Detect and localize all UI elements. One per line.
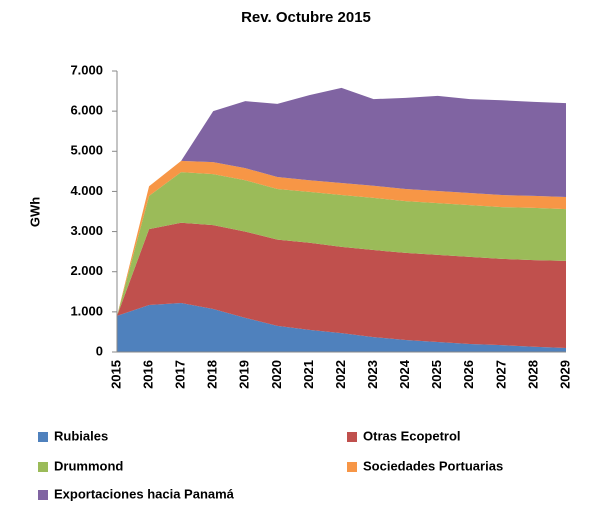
legend-swatch <box>347 462 357 472</box>
x-tick-label: 2016 <box>141 360 156 389</box>
legend-swatch <box>38 462 48 472</box>
x-tick-label: 2021 <box>301 360 316 389</box>
legend-label: Otras Ecopetrol <box>363 428 461 443</box>
legend-label: Rubiales <box>54 428 108 443</box>
y-tick-label: 0 <box>96 343 103 358</box>
y-tick-label: 5.000 <box>70 143 103 158</box>
x-tick-label: 2024 <box>397 359 412 389</box>
area <box>117 87 566 316</box>
x-tick-label: 2020 <box>269 360 284 389</box>
y-tick-label: 1.000 <box>70 303 103 318</box>
x-tick-label: 2026 <box>461 360 476 389</box>
y-axis-label: GWh <box>27 197 42 227</box>
x-tick-label: 2023 <box>365 360 380 389</box>
x-tick-label: 2029 <box>557 360 572 389</box>
area <box>117 160 566 316</box>
area <box>117 172 566 316</box>
legend-swatch <box>347 432 357 442</box>
x-tick-label: 2027 <box>493 360 508 389</box>
y-tick-label: 6.000 <box>70 103 103 118</box>
x-tick-label: 2028 <box>525 360 540 389</box>
x-tick-label: 2025 <box>429 360 444 389</box>
x-tick-label: 2018 <box>205 360 220 389</box>
legend-label: Exportaciones hacia Panamá <box>54 486 235 501</box>
x-tick-label: 2019 <box>237 360 252 389</box>
x-tick-label: 2015 <box>108 360 123 389</box>
x-tick-label: 2017 <box>173 360 188 389</box>
y-tick-label: 3.000 <box>70 223 103 238</box>
y-tick-label: 7.000 <box>70 62 103 77</box>
x-tick-label: 2022 <box>333 360 348 389</box>
area <box>117 303 566 352</box>
legend-label: Drummond <box>54 458 123 473</box>
y-tick-label: 2.000 <box>70 263 103 278</box>
area <box>117 222 566 348</box>
chart-title: Rev. Octubre 2015 <box>241 9 371 26</box>
legend-label: Sociedades Portuarias <box>363 458 503 473</box>
legend-swatch <box>38 432 48 442</box>
y-tick-label: 4.000 <box>70 183 103 198</box>
legend-swatch <box>38 490 48 500</box>
